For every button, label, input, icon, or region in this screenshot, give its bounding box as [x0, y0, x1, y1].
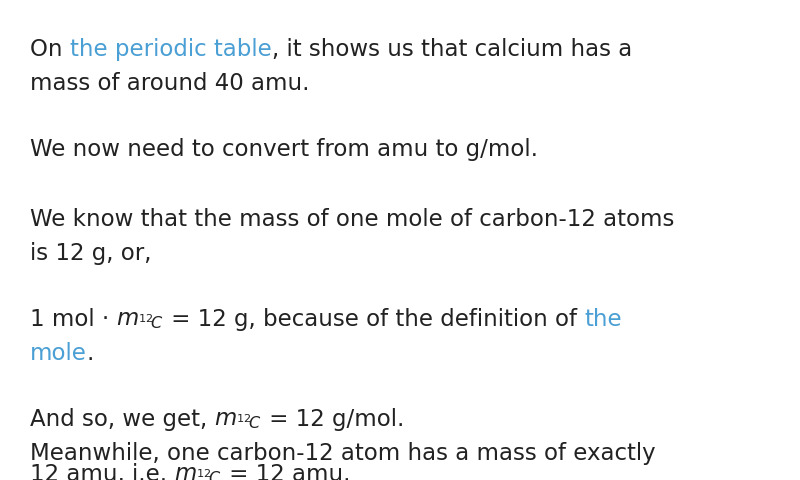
Text: mass of around 40 amu.: mass of around 40 amu.: [30, 72, 310, 95]
Text: the periodic table: the periodic table: [70, 38, 271, 61]
Text: $m_{{}^{12}\!C}$: $m_{{}^{12}\!C}$: [117, 308, 164, 331]
Text: 1 mol ·: 1 mol ·: [30, 308, 117, 331]
Text: is 12 g, or,: is 12 g, or,: [30, 242, 151, 265]
Text: = 12 amu.: = 12 amu.: [222, 463, 350, 480]
Text: 12 amu, i.e.: 12 amu, i.e.: [30, 463, 174, 480]
Text: = 12 g, because of the definition of: = 12 g, because of the definition of: [164, 308, 585, 331]
Text: $m_{{}^{12}\!C}$: $m_{{}^{12}\!C}$: [214, 408, 262, 431]
Text: Meanwhile, one carbon-12 atom has a mass of exactly: Meanwhile, one carbon-12 atom has a mass…: [30, 442, 656, 465]
Text: mole: mole: [30, 342, 87, 365]
Text: the: the: [585, 308, 622, 331]
Text: And so, we get,: And so, we get,: [30, 408, 214, 431]
Text: $m_{{}^{12}\!C}$: $m_{{}^{12}\!C}$: [174, 463, 222, 480]
Text: On: On: [30, 38, 70, 61]
Text: , it shows us that calcium has a: , it shows us that calcium has a: [271, 38, 632, 61]
Text: .: .: [87, 342, 94, 365]
Text: = 12 g/mol.: = 12 g/mol.: [262, 408, 405, 431]
Text: We know that the mass of one mole of carbon-12 atoms: We know that the mass of one mole of car…: [30, 208, 674, 231]
Text: We now need to convert from amu to g/mol.: We now need to convert from amu to g/mol…: [30, 138, 538, 161]
